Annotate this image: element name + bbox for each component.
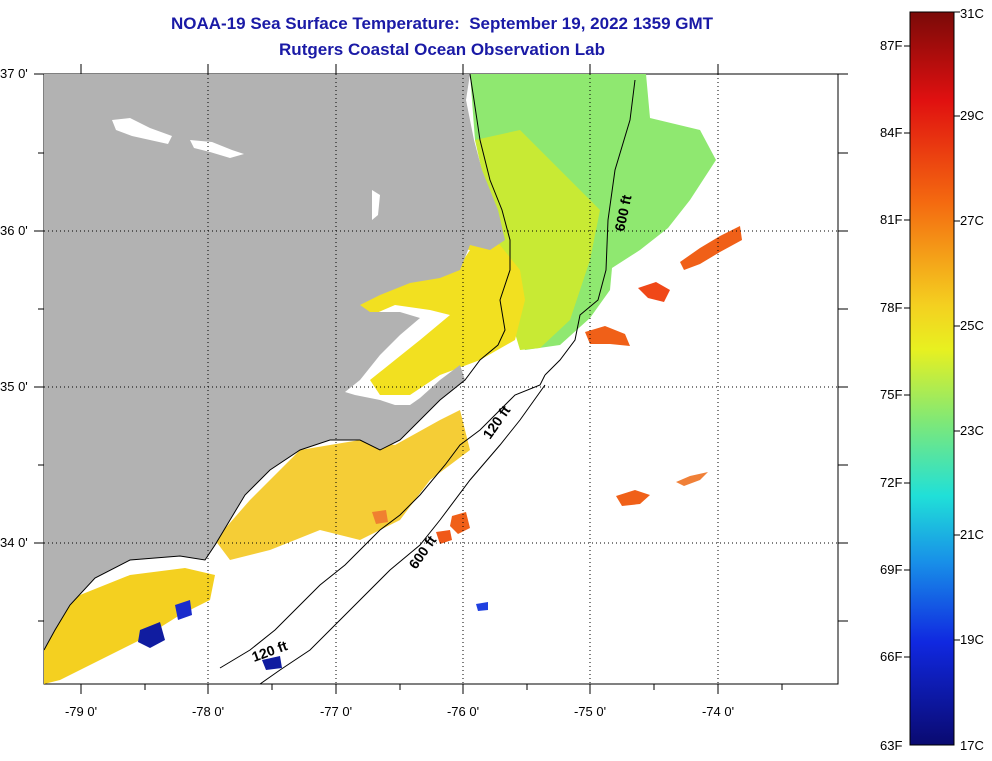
- hot-patch: [676, 472, 708, 486]
- pamlico-sound: [350, 210, 525, 395]
- isobath-600ft: [544, 79, 636, 376]
- lon-label: -75 0': [574, 704, 606, 719]
- colorbar-c-label: 23C: [960, 423, 984, 438]
- lon-label: -77 0': [320, 704, 352, 719]
- inland-lake: [112, 118, 172, 144]
- colorbar-c-label: 29C: [960, 108, 984, 123]
- colorbar-f-label: 81F: [880, 212, 902, 227]
- hot-patch: [450, 512, 470, 534]
- lon-label: -76 0': [447, 704, 479, 719]
- colorbar-c-label: 21C: [960, 527, 984, 542]
- hot-patch: [616, 490, 650, 506]
- colorbar-ticks: [904, 11, 960, 658]
- colorbar-f-label: 87F: [880, 38, 902, 53]
- lat-label: 35 0': [0, 379, 28, 394]
- colorbar-f-label: 75F: [880, 387, 902, 402]
- coastline: [44, 74, 511, 651]
- hot-patch: [638, 282, 670, 302]
- cold-patch: [476, 602, 488, 611]
- colorbar-f-label: 66F: [880, 649, 902, 664]
- lon-label: -78 0': [192, 704, 224, 719]
- colorbar: [909, 11, 955, 746]
- cold-patch: [175, 600, 192, 620]
- colorbar-f-label: 84F: [880, 125, 902, 140]
- map-content: 600 ft 120 ft 600 ft 120 ft: [44, 74, 742, 684]
- hot-patch: [436, 530, 452, 544]
- colorbar-f-label: 78F: [880, 300, 902, 315]
- colorbar-c-label: 31C: [960, 6, 984, 21]
- map-subtitle: Rutgers Coastal Ocean Observation Lab: [279, 40, 605, 59]
- hot-patch: [585, 326, 630, 346]
- colorbar-c-label: 25C: [960, 318, 984, 333]
- inland-river: [372, 190, 380, 220]
- hot-patch: [372, 510, 388, 524]
- colorbar-c-label: 17C: [960, 738, 984, 753]
- lat-label: 37 0': [0, 66, 28, 81]
- map-title: NOAA-19 Sea Surface Temperature: Septemb…: [170, 14, 714, 33]
- colorbar-f-label: 63F: [880, 738, 902, 753]
- onslow-bay-water: [215, 410, 470, 560]
- colorbar-c-label: 27C: [960, 213, 984, 228]
- colorbar-c-label: 19C: [960, 632, 984, 647]
- inland-lake: [190, 140, 244, 158]
- hot-patch: [680, 226, 742, 270]
- colorbar-f-label: 72F: [880, 475, 902, 490]
- lon-label: -74 0': [702, 704, 734, 719]
- cold-patch: [262, 656, 282, 670]
- cold-patch: [138, 622, 165, 648]
- lat-label: 34 0': [0, 535, 28, 550]
- land-mass: [44, 74, 505, 650]
- isobath-600ft-south: [259, 384, 546, 684]
- lon-label: -79 0': [65, 704, 97, 719]
- colorbar-f-label: 69F: [880, 562, 902, 577]
- lat-label: 36 0': [0, 223, 28, 238]
- long-bay-water: [44, 568, 215, 684]
- isobath-label-600ft-north: 600 ft: [611, 193, 634, 232]
- axis-ticks: [34, 64, 848, 694]
- graticule: [44, 74, 838, 684]
- isobath-120ft: [219, 374, 546, 669]
